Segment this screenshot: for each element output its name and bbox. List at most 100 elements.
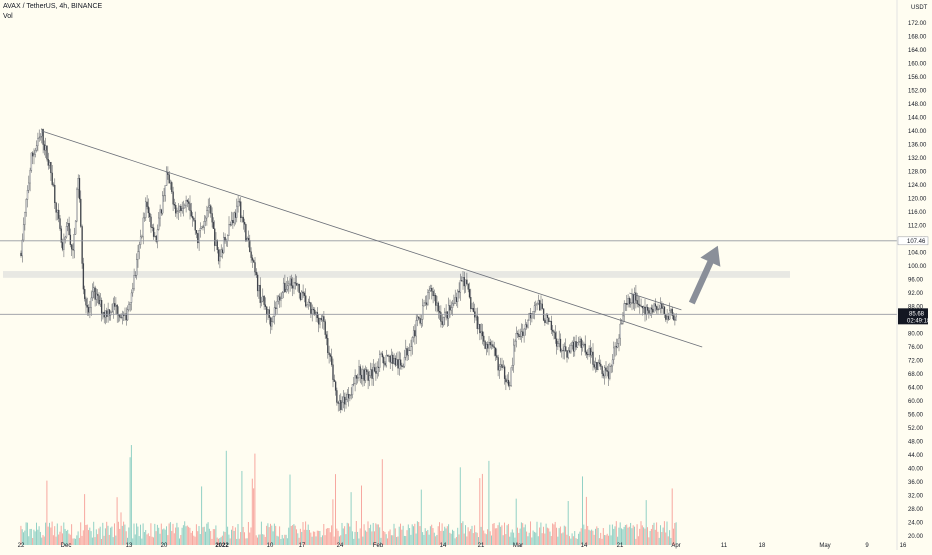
volume-bar bbox=[523, 527, 525, 545]
candle-body bbox=[181, 208, 183, 212]
candle-body bbox=[207, 207, 209, 211]
countdown-text: 02:49:18 bbox=[907, 318, 931, 324]
candle-body bbox=[288, 283, 290, 286]
candle-body bbox=[420, 319, 423, 324]
volume-bar bbox=[155, 531, 157, 545]
volume-bar bbox=[25, 522, 27, 545]
candle-body bbox=[346, 394, 348, 400]
resistance-zone[interactable] bbox=[3, 271, 790, 278]
current-price-text: 85.68 bbox=[909, 311, 925, 317]
volume-bar bbox=[368, 528, 370, 545]
symbol-title[interactable]: AVAX / TetherUS, 4h, BINANCE bbox=[3, 3, 103, 10]
candle-body bbox=[204, 217, 207, 222]
level-badge[interactable] bbox=[897, 236, 929, 246]
volume-bar bbox=[43, 536, 45, 545]
volume-bar bbox=[158, 527, 160, 545]
candle-body bbox=[98, 295, 100, 305]
volume-bar bbox=[182, 525, 184, 545]
volume-bar bbox=[234, 527, 236, 545]
candle-body bbox=[399, 359, 402, 366]
volume-bar bbox=[494, 528, 496, 545]
volume-bar bbox=[400, 523, 401, 545]
candle-body bbox=[377, 366, 380, 368]
candle-body bbox=[581, 344, 584, 348]
candle-body bbox=[72, 249, 74, 251]
volume-bar bbox=[199, 534, 201, 545]
candle-body bbox=[386, 355, 389, 357]
candle-body bbox=[61, 242, 64, 250]
volume-bar bbox=[463, 533, 465, 545]
volume-bar bbox=[627, 527, 629, 545]
volume-bar bbox=[407, 524, 409, 545]
volume-bar bbox=[29, 528, 31, 545]
volume-bar bbox=[205, 531, 206, 545]
candle-body bbox=[363, 369, 365, 381]
candle-body bbox=[338, 400, 341, 404]
candle-body bbox=[223, 237, 225, 253]
candle-body bbox=[141, 236, 143, 238]
volume-bar bbox=[515, 498, 517, 545]
candle-body bbox=[572, 341, 575, 352]
triangle-upper-line[interactable] bbox=[629, 292, 682, 311]
volume-bar bbox=[33, 529, 35, 545]
volume-bar bbox=[171, 530, 173, 545]
volume-bar bbox=[569, 536, 570, 545]
candle-body bbox=[458, 290, 460, 293]
candle-body bbox=[407, 350, 410, 356]
volume-bar bbox=[565, 526, 567, 545]
candle-body bbox=[633, 292, 636, 304]
candle-body bbox=[254, 262, 256, 273]
volume-bar bbox=[153, 537, 154, 545]
bullish-arrow[interactable] bbox=[688, 245, 721, 305]
price-tick-label: 40.00 bbox=[908, 467, 924, 473]
price-tick-label: 136.00 bbox=[908, 143, 927, 149]
candle-body bbox=[493, 346, 495, 348]
volume-bar bbox=[524, 524, 526, 545]
current-price-badge[interactable] bbox=[898, 308, 928, 325]
volume-bar bbox=[130, 445, 132, 545]
candle-body bbox=[325, 334, 328, 339]
candle-body bbox=[90, 297, 92, 308]
volume-bar bbox=[21, 529, 23, 545]
volume-bar bbox=[436, 534, 438, 545]
candle-body bbox=[604, 367, 606, 377]
volume-bar bbox=[194, 536, 196, 545]
volume-indicator-label[interactable]: Vol bbox=[3, 13, 13, 20]
volume-bar bbox=[311, 536, 313, 545]
candle-body bbox=[104, 310, 107, 318]
volume-bar bbox=[475, 532, 477, 545]
candle-body bbox=[51, 172, 53, 185]
volume-bar bbox=[604, 535, 606, 545]
candle-body bbox=[334, 381, 337, 391]
volume-bar bbox=[251, 478, 253, 545]
descending-trendline[interactable] bbox=[41, 130, 703, 348]
candle-body bbox=[484, 341, 486, 349]
volume-bar bbox=[49, 522, 50, 545]
volume-bar bbox=[648, 537, 650, 545]
candle-body bbox=[82, 263, 85, 290]
candle-body bbox=[661, 303, 663, 309]
volume-bar bbox=[241, 470, 243, 545]
candle-body bbox=[472, 308, 475, 312]
volume-bar bbox=[123, 521, 125, 545]
volume-bar bbox=[335, 474, 336, 545]
volume-bar bbox=[647, 527, 648, 545]
volume-bar bbox=[177, 527, 179, 545]
candle-body bbox=[39, 136, 42, 138]
volume-bar bbox=[242, 526, 244, 545]
volume-bar bbox=[305, 521, 307, 545]
volume-bar bbox=[487, 529, 489, 545]
volume-bar bbox=[462, 521, 464, 545]
candle-body bbox=[165, 172, 168, 186]
candle-body bbox=[232, 220, 234, 224]
volume-bar bbox=[497, 525, 499, 545]
candle-body bbox=[126, 309, 129, 321]
candle-body bbox=[81, 226, 83, 264]
volume-bar bbox=[376, 524, 378, 545]
volume-bar bbox=[344, 526, 346, 545]
volume-bar bbox=[69, 534, 71, 545]
candle-body bbox=[631, 294, 633, 303]
volume-bar bbox=[271, 525, 273, 545]
